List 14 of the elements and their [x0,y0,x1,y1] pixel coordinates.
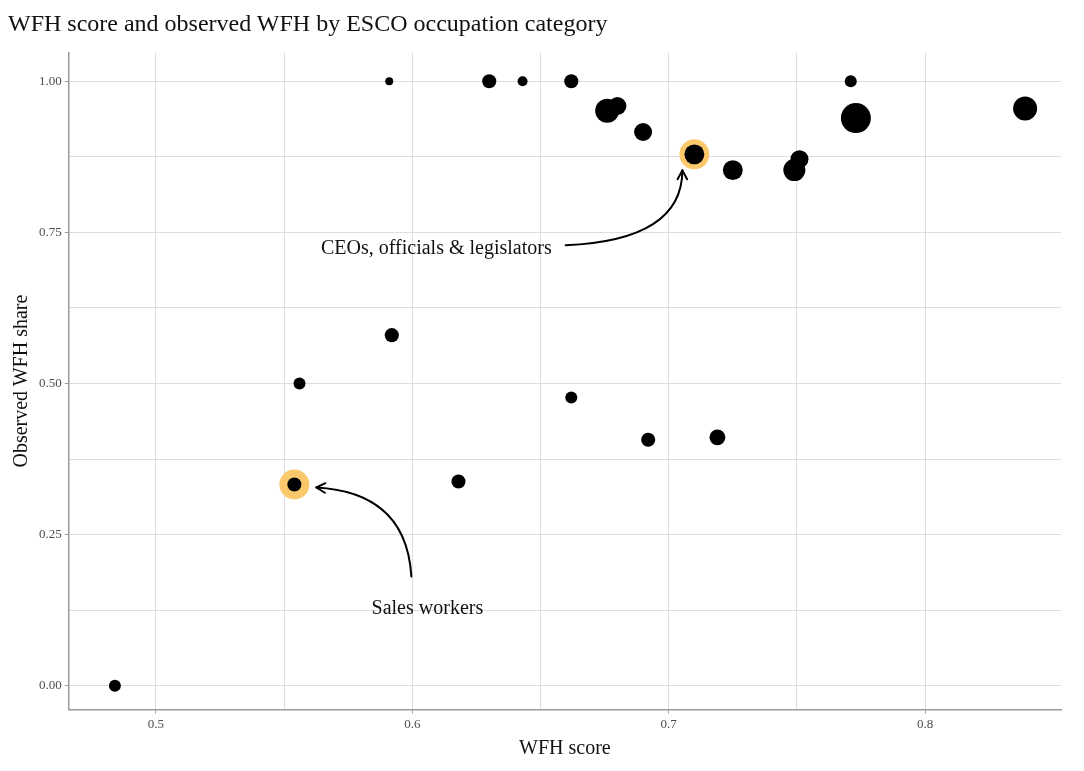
x-tick-label: 0.7 [660,715,678,731]
y-axis-title: Observed WFH share [9,294,32,468]
x-tick-label: 0.5 [147,715,165,731]
y-tick-label: 0.50 [39,374,62,390]
y-tick-label: 1.00 [39,72,62,88]
y-tick-label: 0.25 [39,526,62,542]
y-tick-label: 0.75 [39,223,62,239]
y-tick-label: 0.00 [39,677,62,693]
x-tick-label: 0.6 [404,715,421,731]
annotation: Sales workers [371,595,484,618]
chart-title: WFH score and observed WFH by ESCO occupation category [8,9,608,36]
annotation: CEOs, officials & legislators [321,235,552,259]
x-tick-label: 0.8 [916,715,934,731]
x-axis-title: WFH score [519,736,611,759]
